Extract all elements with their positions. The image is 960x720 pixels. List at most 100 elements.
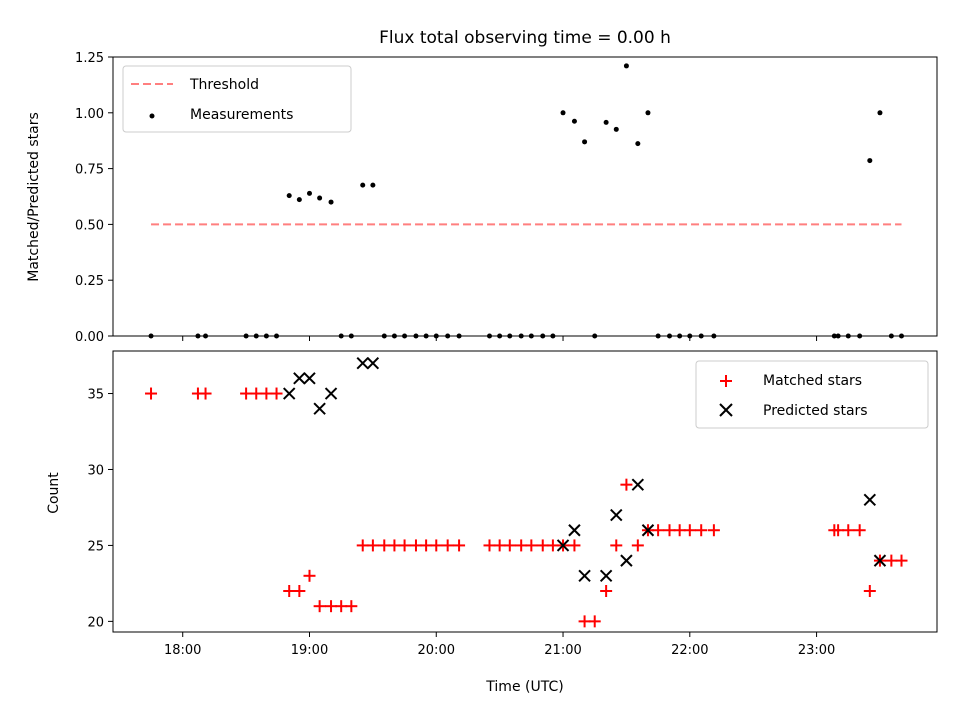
- predicted-star-stroke: [610, 508, 623, 522]
- matched-star-point: [707, 524, 720, 537]
- matched-star-point: [525, 539, 538, 552]
- matched-star-point: [199, 387, 212, 400]
- top-y-axis-label: Matched/Predicted stars: [26, 112, 42, 282]
- matched-star-point: [588, 615, 601, 628]
- bottom-y-tick-label: 30: [87, 463, 104, 478]
- bottom-plot: 20 25 30 35 18:00 19:00 20:00 21:00 22:00 23:00: [87, 350, 938, 658]
- matched-star-point: [430, 539, 443, 552]
- matched-star-point: [398, 539, 411, 552]
- measurement-point: [582, 139, 588, 145]
- matched-star-point: [378, 539, 391, 552]
- matched-star-point: [409, 539, 422, 552]
- predicted-star-point: [631, 478, 645, 491]
- predicted-star-point: [873, 554, 887, 567]
- predicted-star-point: [641, 524, 655, 537]
- top-y-tick-label: 0.50: [75, 218, 104, 233]
- matched-star-point: [388, 539, 401, 552]
- matched-star-point: [832, 524, 845, 537]
- matched-star-point: [863, 584, 876, 597]
- predicted-star-stroke: [293, 372, 306, 385]
- matched-star-point: [420, 539, 433, 552]
- matched-star-point: [620, 478, 633, 491]
- predicted-legend-label: Predicted stars: [763, 403, 868, 419]
- bottom-y-axis-label: Count: [46, 472, 62, 514]
- bottom-x-tick-label: 20:00: [418, 643, 455, 658]
- matched-star-point: [366, 539, 379, 552]
- measurement-point: [360, 182, 366, 188]
- predicted-star-point: [863, 493, 877, 507]
- bottom-axes-frame: [112, 350, 938, 633]
- matched-star-point: [568, 539, 581, 552]
- matched-star-point: [240, 387, 253, 400]
- matched-star-point: [663, 524, 676, 537]
- top-legend-box: [122, 65, 352, 133]
- predicted-star-point: [283, 387, 296, 400]
- predicted-star-point: [578, 569, 591, 583]
- predicted-star-point: [356, 356, 369, 370]
- measurement-point: [317, 195, 323, 201]
- predicted-star-stroke: [568, 524, 581, 537]
- matched-star-point: [515, 539, 528, 552]
- predicted-star-stroke: [863, 493, 877, 507]
- x-axis-label: Time (UTC): [485, 679, 563, 695]
- top-axes-frame: [112, 56, 938, 337]
- predicted-star-point: [556, 539, 570, 552]
- predicted-star-stroke: [356, 356, 369, 370]
- predicted-star-stroke: [283, 387, 296, 400]
- matched-star-point: [293, 584, 306, 597]
- matched-star-point: [250, 387, 263, 400]
- predicted-star-stroke: [303, 372, 316, 385]
- predicted-star-stroke: [556, 539, 570, 552]
- matched-star-point: [578, 615, 591, 628]
- top-y-tick-label: 0.75: [75, 163, 104, 178]
- predicted-star-point: [568, 524, 581, 537]
- matched-legend-label: Matched stars: [763, 373, 862, 389]
- matched-star-point: [303, 569, 316, 582]
- measurement-point: [603, 119, 609, 125]
- measurement-point: [877, 110, 883, 116]
- matched-star-point: [631, 539, 644, 552]
- matched-star-point: [503, 539, 516, 552]
- predicted-star-stroke: [641, 524, 655, 537]
- measurement-point: [613, 126, 619, 132]
- matched-star-point: [356, 539, 369, 552]
- measurement-point: [867, 158, 873, 164]
- matched-legend-marker: [720, 375, 732, 387]
- measurements-legend-label: Measurements: [190, 107, 293, 123]
- predicted-star-point: [366, 356, 380, 370]
- top-chart-title: Flux total observing time = 0.00 h: [379, 28, 671, 48]
- bottom-legend: Matched stars Predicted stars: [695, 360, 929, 429]
- matched-star-point: [610, 539, 623, 552]
- matched-star-point: [441, 539, 454, 552]
- predicted-star-stroke: [599, 569, 613, 583]
- matched-star-point: [493, 539, 506, 552]
- matched-star-point: [695, 524, 708, 537]
- measurement-point: [296, 197, 302, 203]
- measurement-point: [571, 118, 577, 124]
- measurement-point: [328, 199, 334, 205]
- matched-star-point: [853, 524, 866, 537]
- matched-star-point: [600, 584, 613, 597]
- threshold-legend-label: Threshold: [189, 77, 259, 93]
- bottom-x-tick-label: 21:00: [544, 643, 581, 658]
- bottom-x-tick-label: 22:00: [671, 643, 708, 658]
- matched-star-point: [536, 539, 549, 552]
- predicted-star-point: [293, 372, 306, 385]
- measurements-legend-marker: [149, 113, 155, 119]
- top-y-tick-label: 1.25: [75, 51, 104, 66]
- matched-star-point: [895, 554, 908, 567]
- matched-star-point: [652, 524, 665, 537]
- predicted-star-stroke: [631, 478, 645, 491]
- predicted-star-point: [313, 402, 326, 415]
- predicted-star-point: [303, 372, 316, 385]
- matched-star-point: [673, 524, 686, 537]
- matched-star-point: [325, 600, 338, 613]
- top-y-tick-label: 0.25: [75, 274, 104, 289]
- matched-star-point: [842, 524, 855, 537]
- matched-star-point: [453, 539, 466, 552]
- predicted-star-stroke: [620, 554, 633, 567]
- measurement-point: [370, 182, 376, 188]
- matched-star-point: [283, 584, 296, 597]
- bottom-y-tick-label: 20: [87, 615, 104, 630]
- matched-star-point: [270, 387, 283, 400]
